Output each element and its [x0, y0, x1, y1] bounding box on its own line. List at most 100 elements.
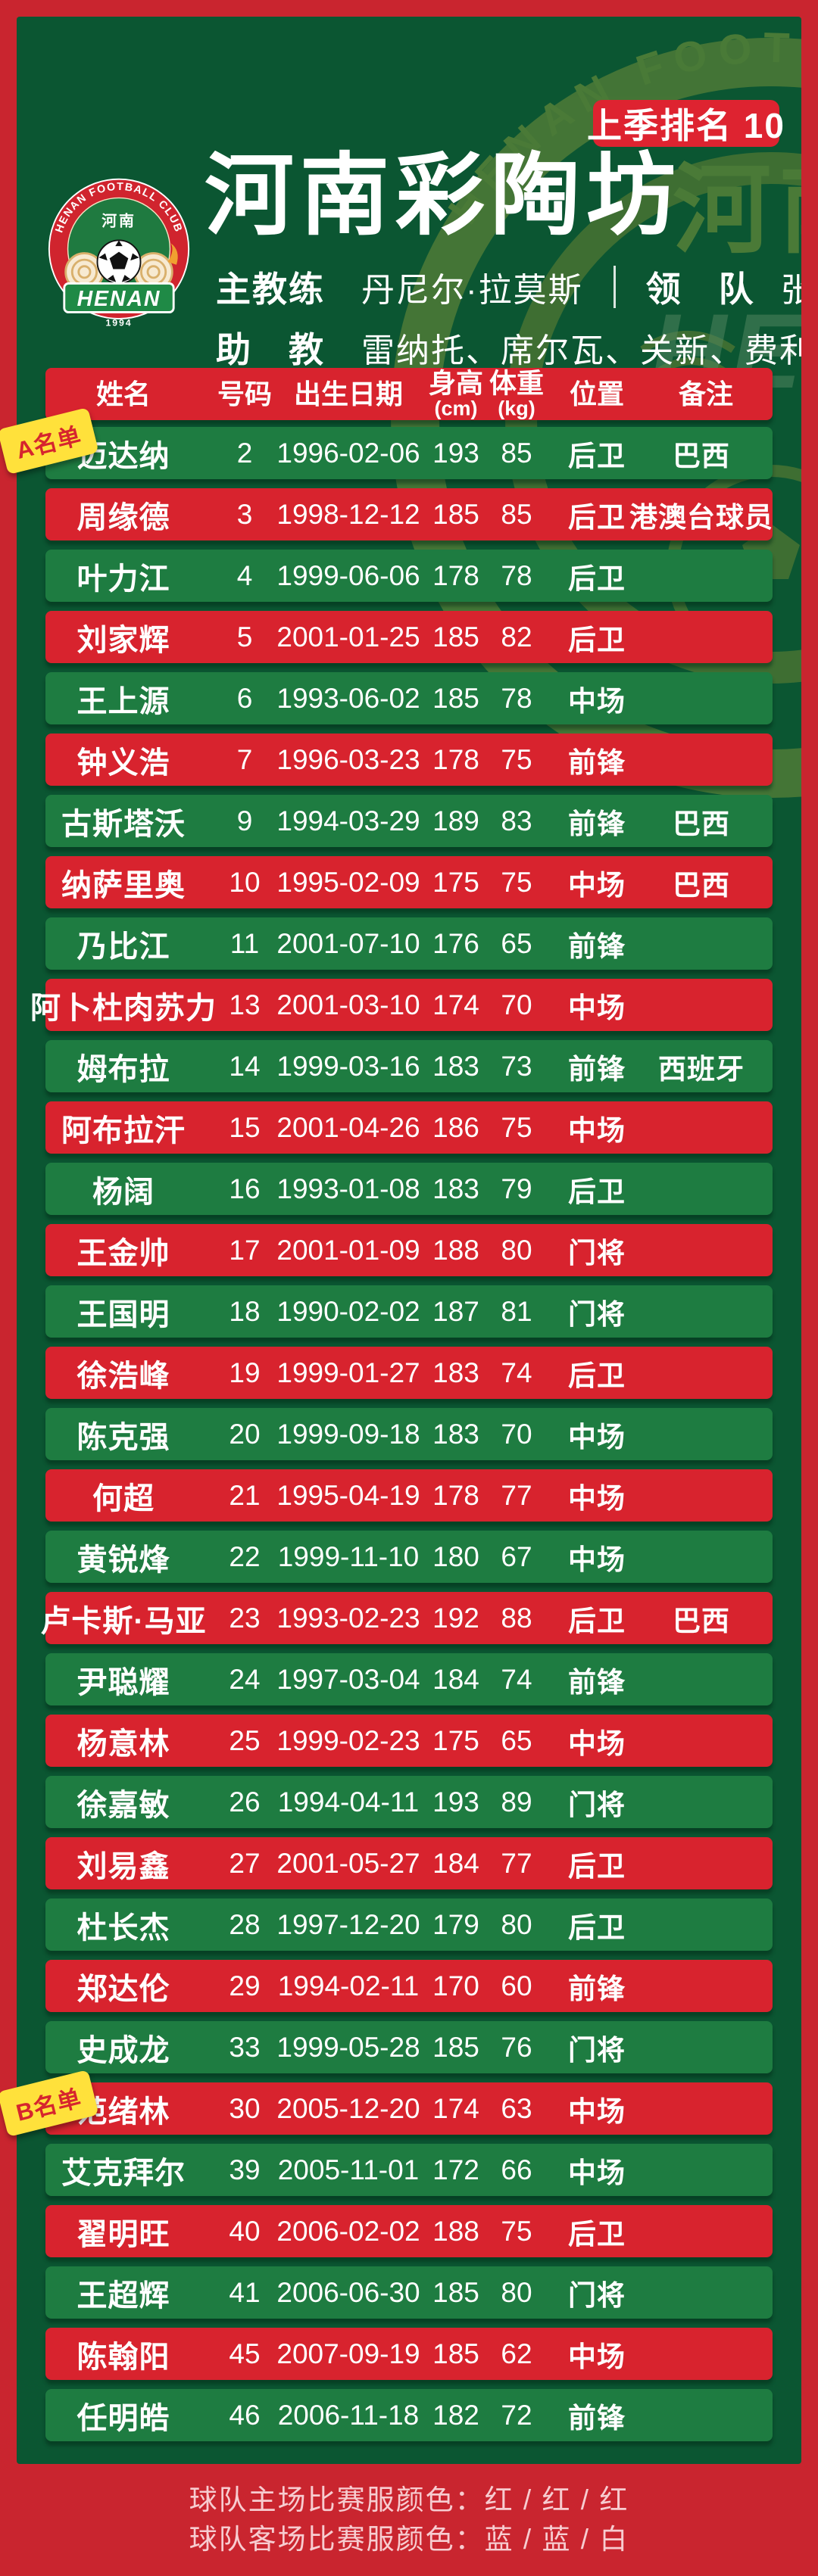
cell-name: 史成龙 [76, 2033, 170, 2067]
cell-dob: 1995-02-09 [276, 866, 420, 898]
cell-dob: 1993-02-23 [276, 1602, 420, 1634]
cell-dob: 2005-11-01 [277, 2154, 420, 2185]
cell-weight: 73 [501, 1050, 532, 1082]
cell-number: 17 [229, 1234, 261, 1266]
col-header-height: 身高 (cm) [429, 369, 483, 419]
table-row: 王超辉 41 2006-06-30 185 80 门将 [45, 2266, 773, 2319]
cell-name: 叶力江 [76, 562, 170, 596]
cell-height: 182 [432, 2399, 479, 2431]
cell-weight: 65 [501, 927, 532, 959]
cell-dob: 1999-11-10 [277, 1540, 420, 1572]
home-kit-colors: 球队主场比赛服颜色：红 / 红 / 红 [189, 2484, 629, 2515]
table-row: 刘家辉 5 2001-01-25 185 82 后卫 [45, 611, 773, 663]
cell-position: 中场 [568, 2095, 626, 2127]
cell-position: 后卫 [568, 624, 626, 656]
cell-height: 187 [432, 1295, 479, 1327]
cell-note: 巴西 [673, 869, 730, 901]
cell-dob: 2001-03-10 [276, 989, 420, 1020]
cell-dob: 1998-12-12 [276, 498, 420, 530]
cell-name: 任明皓 [76, 2401, 170, 2435]
logo-banner [63, 282, 175, 313]
table-row: 翟明旺 40 2006-02-02 188 75 后卫 [45, 2205, 773, 2257]
cell-number: 7 [236, 743, 253, 775]
cell-name: 王金帅 [76, 1236, 170, 1270]
assistant-coach-names: 雷纳托、席尔瓦、关新、费利佩 [361, 332, 801, 369]
roster-table: 姓名 号码 出生日期 身高 (cm) 体重 (kg) 位置 备注 迈达纳 2 1996-… [30, 368, 773, 2450]
cell-weight: 77 [501, 1479, 532, 1511]
cell-name: 阿布拉汗 [61, 1114, 186, 1148]
cell-number: 33 [229, 2031, 261, 2063]
cell-number: 6 [236, 682, 253, 714]
cell-height: 193 [432, 1786, 479, 1818]
cell-weight: 78 [501, 682, 532, 714]
cell-dob: 1999-03-16 [276, 1050, 420, 1082]
cell-position: 后卫 [568, 501, 626, 533]
cell-height: 186 [432, 1111, 479, 1143]
cell-height: 178 [432, 559, 479, 591]
table-row: 纳萨里奥 10 1995-02-09 175 75 中场 巴西 [45, 856, 773, 908]
cell-number: 23 [229, 1602, 261, 1634]
table-row: 杨意林 25 1999-02-23 175 65 中场 [45, 1715, 773, 1767]
cell-height: 185 [432, 2276, 479, 2308]
cell-height: 183 [432, 1418, 479, 1450]
table-row: 乃比江 11 2001-07-10 176 65 前锋 [45, 917, 773, 970]
cell-position: 前锋 [568, 2402, 626, 2434]
cell-name: 杨阔 [92, 1175, 155, 1209]
cell-position: 中场 [568, 685, 626, 717]
cell-height: 179 [432, 1908, 479, 1940]
logo-year: 1994 [105, 318, 132, 329]
cell-number: 10 [229, 866, 261, 898]
cell-dob: 2001-01-25 [276, 621, 420, 653]
cell-position: 前锋 [568, 930, 626, 962]
cell-number: 29 [229, 1970, 261, 2001]
cell-height: 185 [432, 682, 479, 714]
cell-name: 王上源 [76, 684, 170, 718]
cell-position: 门将 [568, 1789, 626, 1821]
cell-name: 郑达伦 [76, 1972, 170, 2006]
cell-position: 门将 [568, 2034, 626, 2066]
cell-dob: 1999-01-27 [276, 1357, 420, 1388]
cell-number: 15 [229, 1111, 261, 1143]
table-row: 周缘德 3 1998-12-12 185 85 后卫 港澳台球员 [45, 488, 773, 540]
cell-note: 西班牙 [658, 1053, 745, 1085]
table-header-row: 姓名 号码 出生日期 身高 (cm) 体重 (kg) 位置 备注 [45, 368, 773, 420]
cell-position: 门将 [568, 2279, 626, 2311]
assistant-line: 助 教 雷纳托、席尔瓦、关新、费利佩 [216, 322, 801, 372]
table-row: 卢卡斯·马亚 23 1993-02-23 192 88 后卫 巴西 [40, 1592, 773, 1644]
table-row: 何超 21 1995-04-19 178 77 中场 [45, 1469, 773, 1522]
table-row: 王国明 18 1990-02-02 187 81 门将 [45, 1285, 773, 1338]
table-row: 阿卜杜肉苏力 13 2001-03-10 174 70 中场 [30, 979, 773, 1031]
cell-name: 徐浩峰 [76, 1359, 170, 1393]
cell-dob: 1996-02-06 [276, 437, 420, 469]
cell-height: 183 [432, 1173, 479, 1204]
cell-height: 170 [432, 1970, 479, 2001]
cell-dob: 1999-09-18 [276, 1418, 420, 1450]
col-header-number: 号码 [217, 378, 273, 410]
col-header-dob: 出生日期 [293, 378, 404, 410]
cell-number: 18 [229, 1295, 261, 1327]
cell-height: 180 [432, 1540, 479, 1572]
cell-dob: 1996-03-23 [276, 743, 420, 775]
cell-dob: 1993-06-02 [276, 682, 420, 714]
cell-note: 巴西 [673, 440, 730, 472]
table-row: 王金帅 17 2001-01-09 188 80 门将 [45, 1224, 773, 1276]
cell-height: 174 [432, 2092, 479, 2124]
cell-dob: 1994-02-11 [277, 1970, 420, 2001]
team-leader-label: 领 队 [645, 269, 755, 309]
cell-weight: 70 [501, 989, 532, 1020]
cell-weight: 81 [501, 1295, 532, 1327]
table-row: 刘易鑫 27 2001-05-27 184 77 后卫 [45, 1837, 773, 1889]
cell-position: 中场 [568, 1543, 626, 1575]
cell-weight: 74 [501, 1357, 532, 1388]
cell-dob: 1999-06-06 [276, 559, 420, 591]
cell-dob: 2006-11-18 [277, 2399, 420, 2431]
cell-weight: 75 [501, 866, 532, 898]
table-row: 黄锐烽 22 1999-11-10 180 67 中场 [45, 1531, 773, 1583]
col-header-weight: 体重 (kg) [489, 369, 544, 419]
cell-weight: 75 [501, 2215, 532, 2247]
table-row: 王上源 6 1993-06-02 185 78 中场 [45, 672, 773, 724]
cell-weight: 75 [501, 743, 532, 775]
cell-position: 中场 [568, 1421, 626, 1453]
cell-height: 185 [432, 2031, 479, 2063]
cell-height: 183 [432, 1357, 479, 1388]
